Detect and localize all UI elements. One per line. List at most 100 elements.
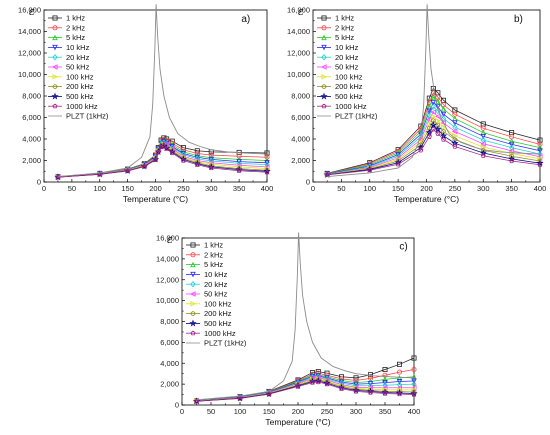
- y-tick-label: 14,000: [156, 254, 179, 263]
- data-point: [480, 129, 486, 136]
- data-point: [169, 141, 175, 148]
- data-point: [425, 128, 433, 136]
- x-tick-label: 300: [477, 184, 490, 193]
- data-point: [397, 391, 402, 397]
- data-point: [339, 386, 344, 391]
- data-point: [434, 125, 442, 133]
- y-tick-label: 2,000: [291, 156, 310, 165]
- legend-entry: 5 kHz: [335, 33, 354, 42]
- legend-entry: 500 kHz: [66, 92, 94, 101]
- x-tick-label: 250: [321, 407, 334, 416]
- legend-marker: [190, 242, 196, 248]
- legend-marker: [190, 261, 196, 268]
- data-point: [396, 361, 402, 367]
- legend-entry: 10 kHz: [204, 270, 228, 279]
- series-11: [196, 232, 415, 401]
- legend-entry: 1 kHz: [204, 241, 223, 250]
- data-point: [396, 374, 403, 381]
- x-axis-label: Temperature (°C): [123, 194, 188, 204]
- y-tick-label: 0: [37, 178, 41, 187]
- data-point: [315, 379, 321, 385]
- data-point: [452, 143, 458, 149]
- y-tick-label: 16,000: [156, 234, 179, 243]
- data-point: [236, 153, 242, 159]
- legend-entry: 2 kHz: [335, 23, 354, 32]
- y-tick-label: 6,000: [22, 113, 41, 122]
- data-point: [435, 117, 441, 124]
- legend-marker: [321, 74, 327, 80]
- data-point: [367, 167, 373, 173]
- data-point: [161, 143, 167, 149]
- data-point: [155, 149, 161, 155]
- data-point: [264, 160, 270, 166]
- y-tick-label: 6,000: [160, 338, 179, 347]
- data-point: [394, 158, 402, 166]
- data-point: [180, 148, 187, 155]
- legend-marker: [190, 252, 196, 258]
- data-point: [508, 148, 515, 154]
- data-point: [324, 172, 330, 178]
- data-point: [435, 104, 441, 110]
- data-point: [411, 389, 417, 395]
- data-point: [151, 155, 160, 163]
- y-tick-label: 4,000: [22, 135, 41, 144]
- legend-entry: 2 kHz: [66, 23, 85, 32]
- x-tick-label: 100: [234, 407, 247, 416]
- y-axis-symbol: ε: [298, 5, 304, 18]
- legend-entry: 200 kHz: [335, 82, 363, 91]
- data-point: [430, 103, 436, 110]
- y-tick-label: 16,000: [18, 6, 41, 15]
- y-tick-label: 12,000: [156, 275, 179, 284]
- data-point: [368, 389, 373, 395]
- data-point: [395, 158, 401, 164]
- legend-marker: [321, 84, 327, 90]
- x-tick-label: 200: [292, 407, 305, 416]
- y-tick-label: 10,000: [18, 70, 41, 79]
- series-11: [57, 4, 268, 178]
- x-tick-label: 100: [363, 184, 376, 193]
- data-point: [194, 162, 200, 167]
- legend-entry: 1000 kHz: [335, 102, 367, 111]
- legend-marker: [52, 54, 58, 61]
- data-point: [367, 372, 373, 378]
- legend-entry: 50 kHz: [335, 63, 359, 72]
- series-line: [57, 146, 268, 178]
- data-point: [418, 147, 424, 153]
- data-point: [451, 128, 458, 135]
- data-point: [509, 158, 515, 164]
- legend-marker: [190, 311, 196, 317]
- data-point: [441, 124, 447, 130]
- chart-panel-2: 0 50 100 150 200 250 300 350 400 0 2,000 4,000 6,000…: [287, 4, 546, 204]
- data-point: [382, 390, 388, 396]
- data-point: [353, 388, 359, 394]
- legend-entry: 1 kHz: [66, 14, 85, 23]
- panel-label: a): [241, 14, 250, 25]
- legend-entry: 50 kHz: [204, 290, 228, 299]
- data-point: [310, 379, 315, 385]
- x-tick-label: 350: [233, 184, 246, 193]
- x-tick-label: 350: [505, 184, 518, 193]
- legend-entry: 1000 kHz: [204, 329, 236, 338]
- legend-entry: 20 kHz: [204, 280, 228, 289]
- x-tick-label: 50: [207, 407, 215, 416]
- legend-entry: 1000 kHz: [66, 102, 98, 111]
- data-point: [430, 126, 436, 132]
- x-tick-label: 0: [180, 407, 184, 416]
- data-point: [411, 367, 417, 373]
- legend-marker: [190, 281, 196, 288]
- series-line: [327, 128, 541, 176]
- y-tick-label: 0: [175, 401, 179, 410]
- legend-entry: 100 kHz: [335, 72, 363, 81]
- panel-label: b): [514, 14, 523, 25]
- x-tick-label: 0: [311, 184, 315, 193]
- data-point: [264, 154, 270, 160]
- data-point: [439, 131, 448, 139]
- legend-entry: PLZT (1kHz): [66, 112, 109, 121]
- legend-entry: 5 kHz: [204, 260, 223, 269]
- legend-entry: 200 kHz: [66, 82, 94, 91]
- data-point: [382, 367, 388, 373]
- legend-marker: [320, 92, 328, 100]
- y-tick-label: 10,000: [156, 296, 179, 305]
